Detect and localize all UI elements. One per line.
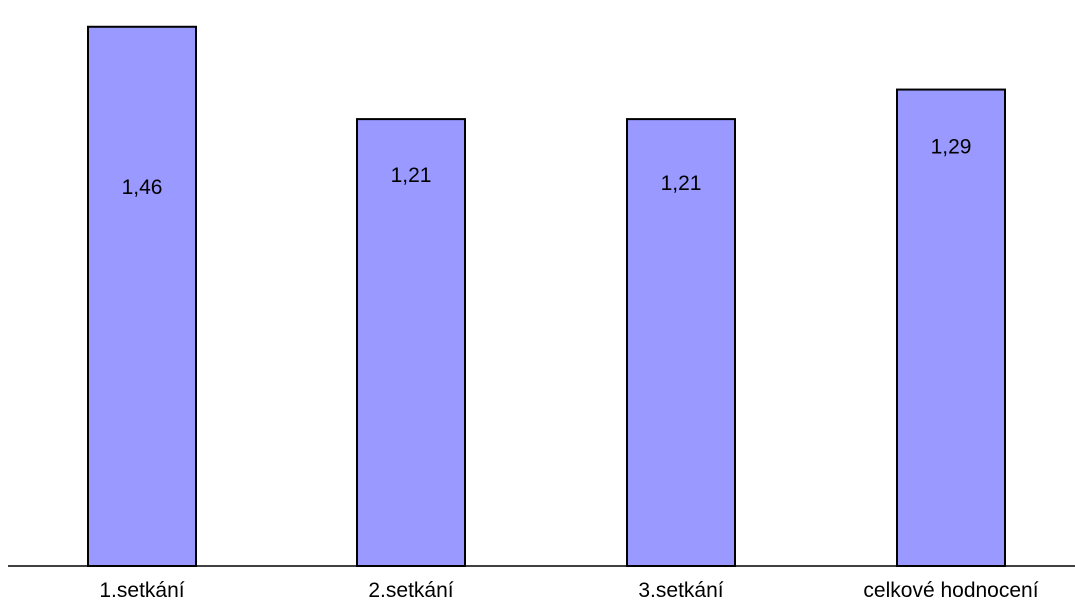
- bar-1: [87, 25, 197, 568]
- x-tick-label-4: celkové hodnocení: [863, 579, 1038, 602]
- bar-3: [626, 118, 736, 568]
- x-tick-label-3: 3.setkání: [638, 579, 723, 602]
- bars-layer: [87, 25, 1006, 568]
- x-tick-label-1: 1.setkání: [99, 579, 184, 602]
- bar-value-label-2: 1,21: [391, 164, 432, 187]
- value-labels-layer: 1,46 1,21 1,21 1,29: [122, 136, 972, 199]
- bar-value-label-4: 1,29: [931, 136, 972, 159]
- bar-2: [356, 118, 466, 568]
- bar-4: [896, 88, 1006, 567]
- bar-value-label-1: 1,46: [122, 176, 163, 199]
- x-tick-label-2: 2.setkání: [368, 579, 453, 602]
- bar-value-label-3: 1,21: [661, 172, 702, 195]
- x-tick-labels-layer: 1.setkání 2.setkání 3.setkání celkové hodno…: [99, 579, 1038, 602]
